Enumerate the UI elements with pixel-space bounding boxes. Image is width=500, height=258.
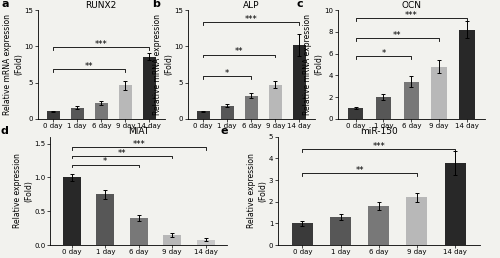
- Text: **: **: [393, 31, 402, 40]
- Bar: [96, 194, 114, 245]
- Text: *: *: [382, 49, 386, 58]
- Title: miR-150: miR-150: [360, 127, 398, 136]
- Text: a: a: [2, 0, 10, 10]
- Y-axis label: Relative mRNA expression
(Fold): Relative mRNA expression (Fold): [303, 14, 323, 115]
- Bar: [118, 85, 132, 119]
- Bar: [404, 82, 419, 119]
- Bar: [460, 30, 474, 119]
- Bar: [163, 235, 182, 245]
- Y-axis label: Relative expression
(Fold): Relative expression (Fold): [13, 154, 33, 228]
- Bar: [62, 178, 81, 245]
- Title: RUNX2: RUNX2: [86, 1, 117, 10]
- Bar: [70, 108, 84, 119]
- Bar: [292, 45, 306, 119]
- Bar: [130, 218, 148, 245]
- Text: e: e: [221, 126, 228, 136]
- Text: **: **: [235, 47, 244, 57]
- Text: ***: ***: [245, 15, 258, 24]
- Text: c: c: [296, 0, 303, 10]
- Text: ***: ***: [372, 142, 385, 151]
- Y-axis label: Relative mRNA expression
(Fold): Relative mRNA expression (Fold): [3, 14, 23, 115]
- Y-axis label: Relative expression
(Fold): Relative expression (Fold): [248, 154, 268, 228]
- Bar: [94, 103, 108, 119]
- Bar: [292, 223, 313, 245]
- Bar: [432, 67, 446, 119]
- Text: ***: ***: [95, 40, 108, 49]
- Title: MIAT: MIAT: [128, 127, 150, 136]
- Text: ***: ***: [132, 140, 145, 149]
- Bar: [142, 57, 156, 119]
- Title: OCN: OCN: [401, 1, 421, 10]
- Text: *: *: [225, 69, 230, 78]
- Bar: [220, 106, 234, 119]
- Text: *: *: [103, 157, 108, 166]
- Bar: [406, 197, 428, 245]
- Y-axis label: Relative mRNA expression
(Fold): Relative mRNA expression (Fold): [153, 14, 173, 115]
- Text: **: **: [118, 149, 126, 158]
- Text: **: **: [356, 166, 364, 175]
- Text: d: d: [0, 126, 8, 136]
- Bar: [330, 217, 351, 245]
- Bar: [46, 111, 60, 119]
- Title: ALP: ALP: [243, 1, 260, 10]
- Bar: [376, 97, 391, 119]
- Bar: [268, 85, 282, 119]
- Text: b: b: [152, 0, 160, 10]
- Bar: [368, 206, 390, 245]
- Bar: [196, 111, 210, 119]
- Bar: [444, 163, 466, 245]
- Bar: [196, 240, 215, 245]
- Text: **: **: [85, 62, 94, 71]
- Bar: [348, 108, 363, 119]
- Bar: [244, 95, 258, 119]
- Text: ***: ***: [405, 11, 417, 20]
